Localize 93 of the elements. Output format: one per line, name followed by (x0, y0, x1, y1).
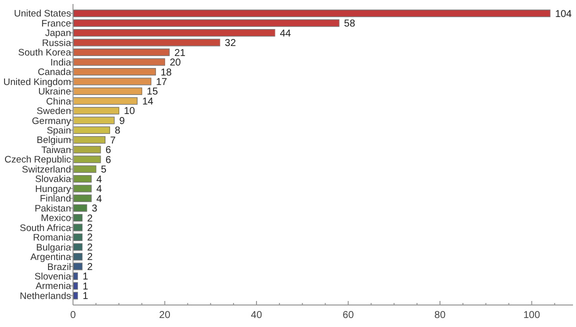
data-label: 2 (87, 242, 94, 254)
bar (72, 165, 96, 173)
data-label: 6 (106, 145, 112, 156)
y-tick-label: Canada (38, 67, 72, 78)
y-tick-label: Bulgaria (36, 242, 72, 254)
x-tick-label: 60 (342, 310, 354, 321)
y-tick-label: Armenia (36, 281, 72, 292)
y-tick-label: United Kingdom (3, 76, 72, 88)
y-tick-label: Brazil (47, 262, 71, 273)
data-label: 4 (96, 184, 102, 196)
data-label: 2 (87, 252, 94, 264)
bar (72, 10, 550, 18)
y-tick-label: Slovenia (34, 272, 72, 283)
bar (72, 19, 340, 27)
bar (72, 156, 101, 164)
data-label: 6 (106, 154, 112, 166)
bar (72, 252, 83, 260)
bar (72, 106, 120, 114)
bar (72, 146, 101, 154)
data-label: 5 (100, 164, 107, 176)
y-tick-label: France (41, 18, 71, 30)
y-tick-label: Ukraine (38, 86, 71, 98)
y-tick-label: Slovakia (35, 174, 72, 186)
y-tick-label: Spain (46, 125, 71, 136)
data-label: 9 (119, 116, 126, 127)
x-tick-label: 100 (523, 310, 540, 321)
bar (72, 204, 88, 212)
y-tick-label: Argentina (30, 252, 72, 264)
bar (72, 136, 106, 144)
data-label: 1 (82, 291, 89, 302)
y-tick-label: Germany (32, 116, 72, 127)
bar (72, 214, 83, 222)
y-tick-label: Russia (42, 38, 72, 49)
bar (72, 184, 92, 192)
x-tick-label: 80 (434, 310, 446, 321)
data-label: 44 (280, 28, 292, 40)
data-label: 8 (114, 126, 121, 137)
bar (72, 233, 83, 241)
y-tick-label: Pakistan (34, 203, 71, 214)
y-tick-label: Czech Republic (4, 154, 72, 166)
bar (72, 38, 220, 46)
data-label: 32 (224, 38, 236, 50)
y-tick-label: India (50, 57, 72, 68)
y-tick-label: Finland (40, 194, 71, 205)
y-tick-label: United States (14, 8, 72, 20)
bar (72, 87, 142, 95)
bar (72, 126, 110, 134)
data-label: 4 (96, 194, 102, 205)
x-tick-label: 20 (159, 310, 171, 321)
x-tick-label: 0 (70, 310, 76, 321)
bar (72, 262, 83, 270)
data-label: 2 (87, 262, 94, 273)
bar (72, 224, 83, 232)
data-label: 14 (142, 96, 154, 108)
data-label: 18 (160, 67, 172, 78)
y-tick-label: China (46, 96, 72, 108)
y-tick-label: Switzerland (22, 164, 71, 176)
data-label: 4 (96, 174, 102, 186)
data-label: 21 (174, 48, 186, 59)
bar (72, 78, 152, 86)
data-label: 3 (92, 204, 98, 215)
y-tick-label: Belgium (36, 135, 72, 146)
bar (72, 116, 115, 124)
bar (72, 175, 92, 183)
data-label: 20 (170, 58, 182, 69)
y-tick-label: Taiwan (41, 144, 71, 156)
y-tick-label: South Korea (18, 48, 72, 59)
y-tick-label: Sweden (36, 106, 71, 118)
bar (72, 29, 276, 37)
data-label: 17 (156, 76, 168, 88)
y-tick-label: Netherlands (20, 290, 72, 302)
bar (72, 58, 166, 66)
bar (72, 48, 170, 56)
data-label: 1 (82, 272, 89, 283)
y-tick-label: Mexico (40, 213, 71, 224)
bar (72, 68, 156, 76)
data-label: 2 (87, 232, 94, 244)
data-label: 58 (344, 18, 356, 30)
data-label: 7 (110, 135, 116, 146)
x-tick-label: 40 (250, 310, 262, 321)
bar (72, 97, 138, 105)
bar (72, 243, 83, 251)
data-label: 104 (555, 8, 572, 20)
y-tick-label: Japan (45, 28, 71, 40)
data-label: 2 (87, 213, 94, 224)
data-label: 2 (87, 223, 94, 234)
bar (72, 194, 92, 202)
y-tick-label: South Africa (20, 222, 72, 234)
data-label: 15 (146, 86, 158, 98)
data-label: 10 (124, 106, 136, 118)
y-tick-label: Romania (32, 232, 72, 244)
y-tick-label: Hungary (35, 184, 72, 195)
data-label: 1 (82, 281, 89, 292)
